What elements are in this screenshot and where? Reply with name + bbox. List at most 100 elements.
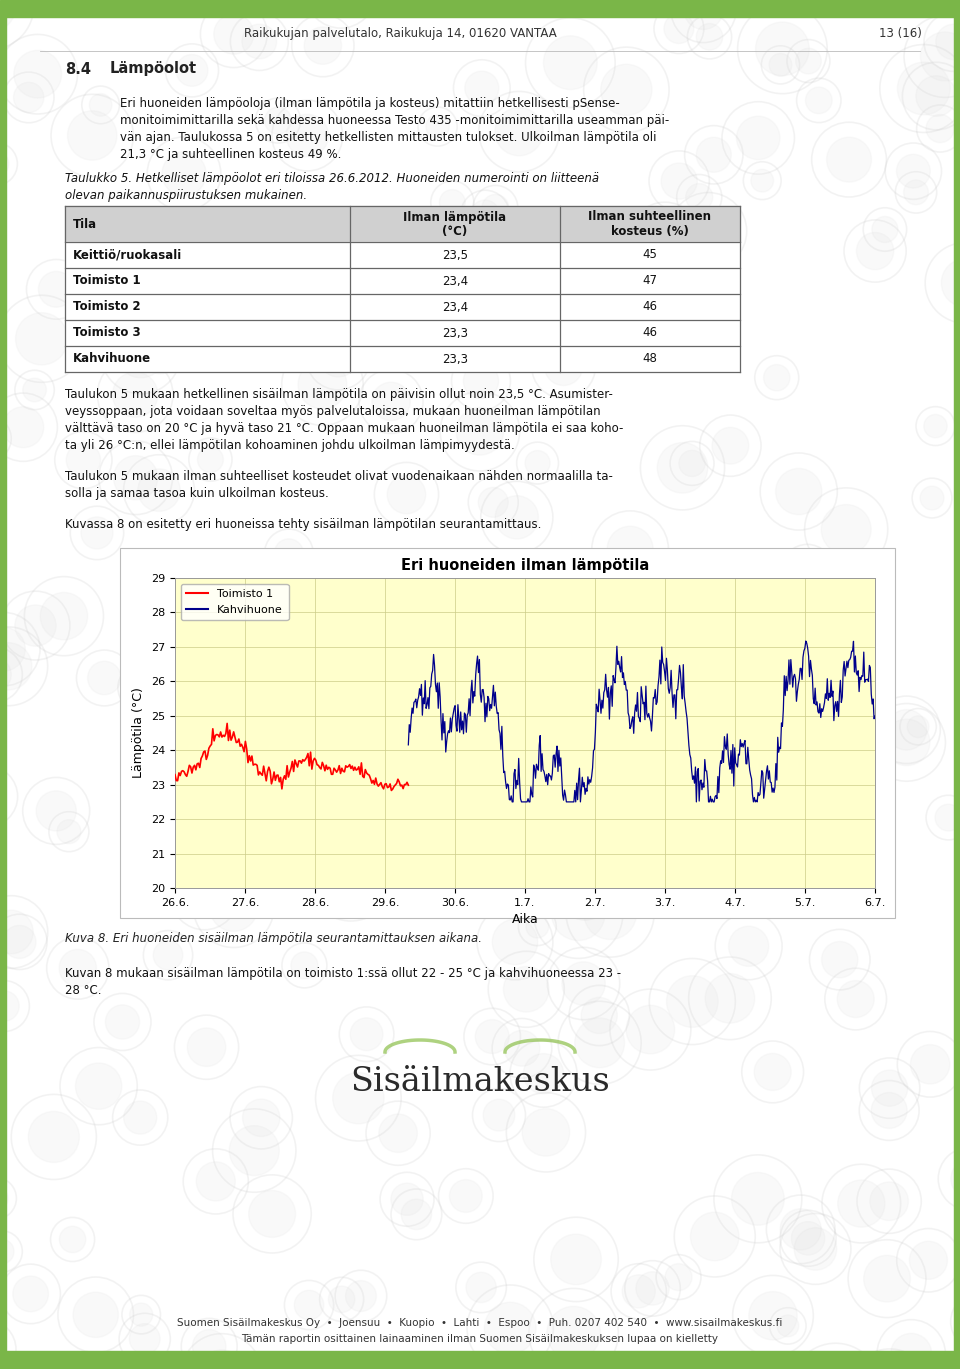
Circle shape <box>926 115 954 142</box>
Circle shape <box>921 31 960 81</box>
Circle shape <box>243 1099 280 1136</box>
Text: kosteus (%): kosteus (%) <box>612 225 689 237</box>
Text: ta yli 26 °C:n, ellei lämpötilan kohoaminen johdu ulkoilman lämpimyydestä.: ta yli 26 °C:n, ellei lämpötilan kohoami… <box>65 439 515 452</box>
Text: Taulukon 5 mukaan hetkellinen sisäilman lämpötila on päivisin ollut noin 23,5 °C: Taulukon 5 mukaan hetkellinen sisäilman … <box>65 387 612 401</box>
Text: 21,3 °C ja suhteellinen kosteus 49 %.: 21,3 °C ja suhteellinen kosteus 49 %. <box>120 148 342 162</box>
Text: veyssoppaan, jota voidaan soveltaa myös palvelutaloissa, mukaan huoneilman lämpö: veyssoppaan, jota voidaan soveltaa myös … <box>65 405 601 418</box>
Circle shape <box>482 194 509 222</box>
Circle shape <box>827 137 872 182</box>
Circle shape <box>163 705 188 730</box>
Circle shape <box>470 200 500 229</box>
Circle shape <box>749 1291 797 1340</box>
Circle shape <box>478 487 508 517</box>
Circle shape <box>199 231 237 268</box>
Circle shape <box>488 853 525 890</box>
Circle shape <box>504 1031 540 1066</box>
Circle shape <box>696 23 723 51</box>
Circle shape <box>214 850 243 879</box>
Circle shape <box>138 470 180 512</box>
Circle shape <box>644 216 685 259</box>
Circle shape <box>562 962 605 1005</box>
Text: vän ajan. Taulukossa 5 on esitetty hetkellisten mittausten tulokset. Ulkoilman l: vän ajan. Taulukossa 5 on esitetty hetke… <box>120 131 657 144</box>
Circle shape <box>198 1350 246 1369</box>
Circle shape <box>13 82 44 112</box>
Circle shape <box>379 1114 418 1153</box>
Circle shape <box>401 1199 432 1229</box>
Circle shape <box>729 927 769 967</box>
Circle shape <box>891 1333 932 1369</box>
Circle shape <box>3 407 44 448</box>
Circle shape <box>113 456 157 500</box>
Circle shape <box>67 111 117 160</box>
Circle shape <box>298 360 347 409</box>
Circle shape <box>286 114 328 157</box>
Circle shape <box>209 268 235 294</box>
Circle shape <box>13 51 61 99</box>
Circle shape <box>0 424 2 452</box>
Circle shape <box>667 627 711 672</box>
Text: välttävä taso on 20 °C ja hyvä taso 21 °C. Oppaan mukaan huoneilman lämpötila ei: välttävä taso on 20 °C ja hyvä taso 21 °… <box>65 422 623 435</box>
Circle shape <box>28 1112 80 1162</box>
Circle shape <box>89 93 112 116</box>
Circle shape <box>291 951 318 979</box>
Bar <box>0 1351 960 1369</box>
Circle shape <box>666 976 718 1027</box>
Circle shape <box>679 450 706 476</box>
Circle shape <box>391 1183 423 1216</box>
Circle shape <box>0 910 34 954</box>
Bar <box>0 0 960 16</box>
Circle shape <box>187 1028 226 1066</box>
Circle shape <box>154 941 182 971</box>
Text: 48: 48 <box>642 352 658 366</box>
Circle shape <box>547 1306 600 1359</box>
Text: 45: 45 <box>642 249 658 261</box>
X-axis label: Aika: Aika <box>512 913 539 927</box>
Circle shape <box>684 0 723 30</box>
Circle shape <box>763 364 790 392</box>
Circle shape <box>495 108 543 156</box>
Text: Sisäilmakeskus: Sisäilmakeskus <box>350 1066 610 1098</box>
Circle shape <box>433 849 482 898</box>
Circle shape <box>235 698 288 752</box>
Text: 46: 46 <box>642 326 658 340</box>
Bar <box>120 548 895 919</box>
Circle shape <box>60 949 96 987</box>
Circle shape <box>333 716 364 746</box>
Circle shape <box>128 674 156 702</box>
Text: 47: 47 <box>642 275 658 287</box>
Circle shape <box>430 749 455 775</box>
Circle shape <box>12 1276 49 1312</box>
Circle shape <box>440 189 466 215</box>
Legend: Toimisto 1, Kahvihuone: Toimisto 1, Kahvihuone <box>180 583 289 620</box>
Circle shape <box>601 64 652 115</box>
Circle shape <box>76 1062 122 1109</box>
Circle shape <box>230 728 281 780</box>
Circle shape <box>60 1227 85 1253</box>
Circle shape <box>864 1255 910 1302</box>
Circle shape <box>920 486 944 511</box>
Circle shape <box>333 1072 384 1124</box>
Circle shape <box>769 53 792 77</box>
Circle shape <box>328 1285 355 1313</box>
Circle shape <box>622 1275 656 1307</box>
Circle shape <box>465 71 499 105</box>
Circle shape <box>319 338 357 376</box>
Circle shape <box>15 312 68 366</box>
Circle shape <box>755 1053 791 1091</box>
Circle shape <box>106 1005 139 1039</box>
Text: (°C): (°C) <box>443 225 468 237</box>
Text: Toimisto 3: Toimisto 3 <box>73 326 140 340</box>
Circle shape <box>40 593 87 639</box>
Circle shape <box>81 517 113 549</box>
Circle shape <box>449 1180 482 1213</box>
Circle shape <box>466 1272 496 1302</box>
Circle shape <box>772 765 813 806</box>
Circle shape <box>619 849 656 884</box>
Circle shape <box>0 0 16 31</box>
Bar <box>65 320 740 346</box>
Circle shape <box>130 1303 153 1327</box>
Text: 13 (16): 13 (16) <box>878 27 922 41</box>
Circle shape <box>130 1324 160 1354</box>
Circle shape <box>0 151 9 177</box>
Circle shape <box>190 565 218 591</box>
